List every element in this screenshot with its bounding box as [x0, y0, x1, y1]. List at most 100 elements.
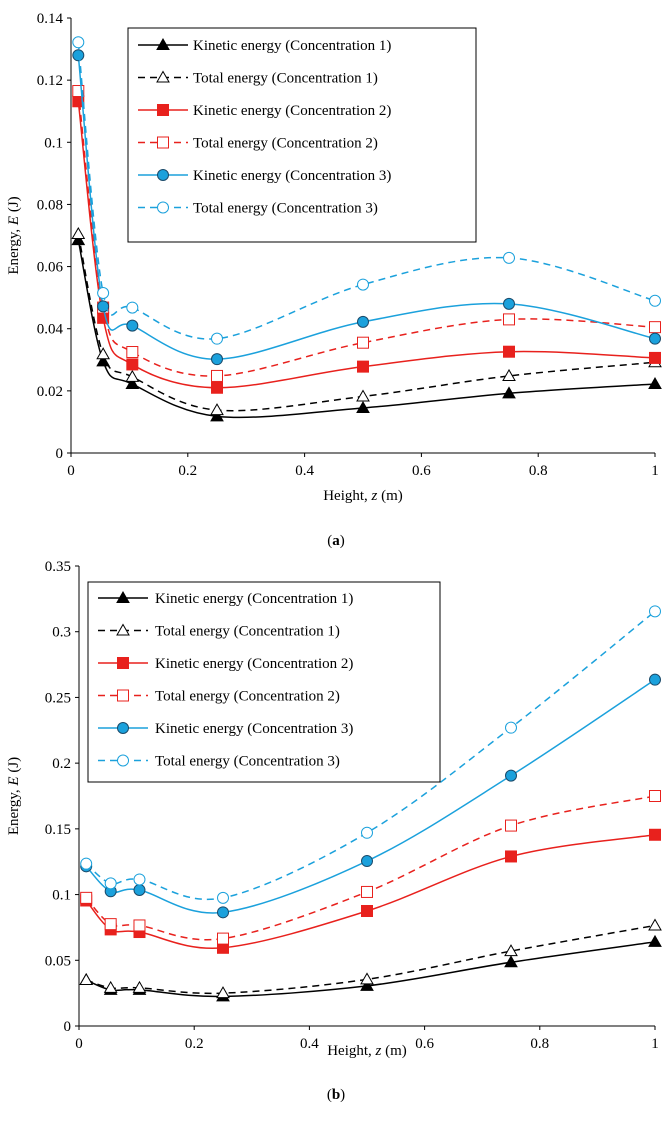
data-point — [97, 286, 110, 299]
x-tick-label: 0 — [75, 1036, 83, 1052]
data-point — [133, 883, 146, 896]
x-axis-label: Height, z (m) — [327, 1043, 407, 1059]
data-point — [211, 332, 223, 345]
series-line — [85, 924, 656, 995]
data-point — [80, 891, 93, 904]
series-1 — [71, 233, 662, 422]
legend-label: Total energy (Concentration 3) — [155, 754, 340, 770]
y-tick-label: 0.15 — [45, 822, 71, 838]
legend-item: Kinetic energy (Concentration 3) — [98, 721, 353, 737]
legend: Kinetic energy (Concentration 1) Total en… — [87, 581, 441, 783]
legend-label: Kinetic energy (Concentration 2) — [193, 103, 391, 119]
legend-item: Total energy (Concentration 3) — [138, 201, 378, 217]
figure-caption: (a) — [327, 533, 345, 549]
data-point — [505, 721, 517, 734]
x-axis-label-part: (m) — [381, 1043, 406, 1059]
data-point — [71, 233, 86, 246]
data-point — [103, 980, 118, 993]
x-axis-label-part: Height, — [323, 488, 371, 504]
data-point — [360, 978, 374, 991]
data-point — [356, 389, 370, 402]
data-point — [649, 321, 661, 334]
data-point — [357, 278, 369, 291]
legend-item: Total energy (Concentration 1) — [138, 70, 378, 87]
legend-marker — [117, 754, 129, 767]
data-point — [125, 377, 140, 390]
legend-item: Kinetic energy (Concentration 1) — [98, 590, 353, 607]
y-axis-label-part: (J) — [6, 757, 22, 777]
legend-marker — [117, 689, 129, 702]
data-point — [505, 769, 517, 782]
caption-letter: b — [332, 1087, 340, 1103]
y-tick-label: 0.3 — [52, 625, 71, 641]
y-tick-label: 0.12 — [37, 73, 63, 89]
data-point — [133, 873, 146, 886]
data-point — [133, 919, 146, 932]
data-point — [216, 986, 230, 999]
data-point — [210, 409, 224, 422]
caption-close: ) — [340, 533, 345, 549]
legend-label: Total energy (Concentration 3) — [193, 201, 378, 217]
data-point — [649, 790, 661, 802]
legend-marker — [117, 722, 129, 734]
data-point — [96, 347, 110, 360]
data-point — [72, 49, 85, 62]
legend-marker — [157, 136, 169, 149]
series-5 — [72, 49, 661, 366]
data-point — [503, 313, 515, 326]
x-axis-label: Height, z (m) — [323, 488, 403, 504]
y-tick-label: 0.2 — [52, 756, 71, 772]
y-axis-label-part: Energy, — [6, 786, 22, 836]
y-tick-label: 0.06 — [37, 260, 64, 276]
data-point — [504, 944, 518, 957]
figure-caption: (b) — [327, 1087, 345, 1103]
legend-marker — [157, 201, 169, 214]
legend-label: Total energy (Concentration 2) — [155, 689, 340, 705]
x-tick-label: 1 — [651, 463, 659, 479]
data-point — [505, 850, 517, 863]
chart-b: 0 0.05 0.1 0.15 0.2 0.25 0.3 0.35 0 0.2 0.4 0.6 0.8 1… — [6, 559, 662, 1103]
x-axis-label-part: z — [375, 1043, 382, 1059]
y-axis-label-part: E — [6, 776, 22, 786]
legend-item: Kinetic energy (Concentration 2) — [98, 656, 353, 672]
data-point — [79, 972, 94, 985]
y-tick-label: 0.04 — [37, 322, 64, 338]
series-2 — [71, 226, 662, 416]
legend-marker — [156, 70, 170, 83]
legend-item: Kinetic energy (Concentration 2) — [138, 103, 391, 119]
x-axis-label-part: z — [371, 488, 378, 504]
data-point — [361, 905, 373, 917]
y-tick-label: 0 — [56, 446, 64, 462]
data-point — [210, 403, 224, 416]
legend-item: Kinetic energy (Concentration 1) — [138, 37, 391, 54]
series-6 — [72, 36, 661, 345]
data-point — [126, 346, 139, 359]
data-point — [505, 819, 517, 832]
y-tick-label: 0.05 — [45, 953, 71, 969]
legend-label: Total energy (Concentration 1) — [155, 624, 340, 640]
y-axis-label: Energy, E (J) — [6, 196, 22, 274]
data-point — [649, 332, 661, 345]
y-tick-label: 0.25 — [45, 690, 71, 706]
data-point — [356, 400, 370, 413]
y-axis-label-part: E — [6, 216, 22, 226]
x-axis-label-part: Height, — [327, 1043, 375, 1059]
legend-item: Total energy (Concentration 2) — [138, 136, 378, 152]
legend-label: Kinetic energy (Concentration 3) — [155, 721, 353, 737]
x-tick-label: 0.4 — [300, 1036, 319, 1052]
data-point — [80, 857, 93, 870]
x-tick-label: 0.6 — [415, 1036, 434, 1052]
legend-marker — [157, 169, 169, 181]
y-axis-label-part: Energy, — [6, 225, 22, 275]
data-point — [211, 381, 223, 394]
data-point — [125, 369, 140, 382]
data-point — [361, 885, 373, 898]
data-point — [360, 972, 374, 985]
data-point — [503, 297, 515, 310]
x-tick-label: 0.4 — [295, 463, 314, 479]
caption-open: ( — [327, 533, 332, 549]
data-point — [104, 877, 117, 890]
data-point — [217, 932, 229, 945]
data-point — [72, 36, 85, 49]
